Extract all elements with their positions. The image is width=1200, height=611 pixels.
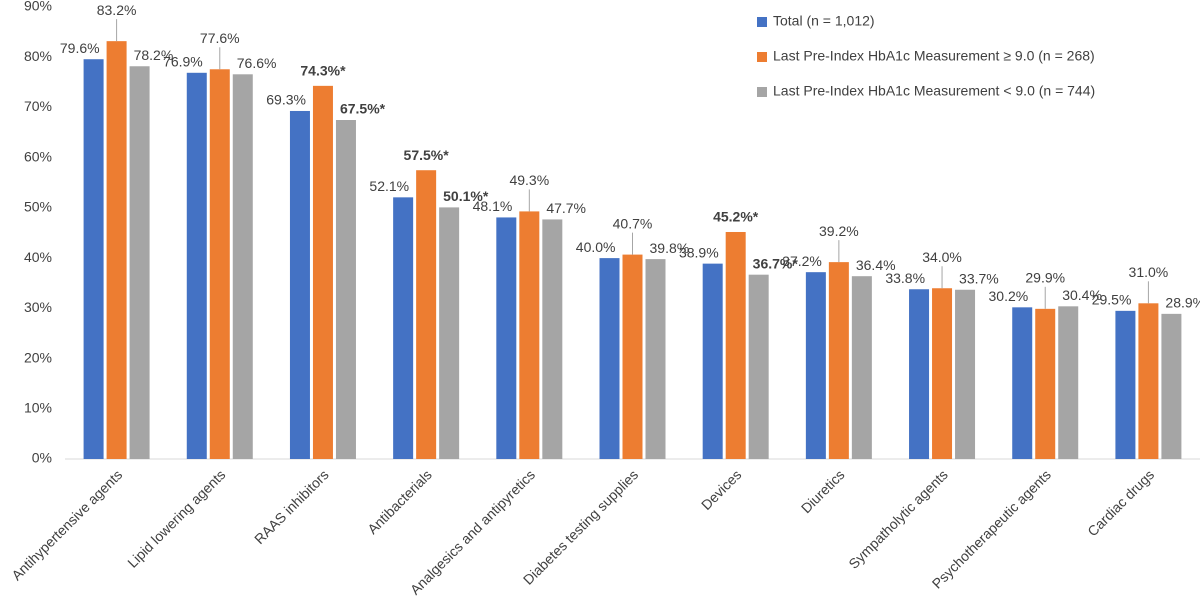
data-label: 67.5%* xyxy=(340,101,386,117)
x-tick-label: Devices xyxy=(698,466,745,513)
data-label: 39.2% xyxy=(819,223,859,239)
x-tick-label: Psychotherapeutic agents xyxy=(929,466,1054,591)
bar xyxy=(805,272,826,459)
data-label: 39.8% xyxy=(650,240,690,256)
bar xyxy=(645,259,666,459)
data-label: 52.1% xyxy=(369,178,409,194)
x-tick-label: Antihypertensive agents xyxy=(8,466,125,583)
legend-swatch xyxy=(757,17,767,27)
data-label: 77.6% xyxy=(200,30,240,46)
bar xyxy=(519,211,540,459)
data-label: 33.8% xyxy=(885,270,925,286)
x-tick-label: Diuretics xyxy=(798,466,848,516)
data-label: 57.5%* xyxy=(404,147,450,163)
data-label: 33.7% xyxy=(959,270,999,286)
data-label: 45.2%* xyxy=(713,209,759,225)
bar xyxy=(932,288,953,459)
bar xyxy=(1161,313,1182,459)
bar xyxy=(393,197,414,459)
x-tick-label: Diabetes testing supplies xyxy=(520,466,641,587)
y-tick-label: 90% xyxy=(24,0,52,14)
y-tick-label: 30% xyxy=(24,299,52,315)
legend-label: Last Pre-Index HbA1c Measurement ≥ 9.0 (… xyxy=(773,48,1095,64)
y-tick-label: 20% xyxy=(24,349,52,365)
data-label: 76.9% xyxy=(163,53,203,69)
bar xyxy=(416,170,437,459)
data-label: 74.3%* xyxy=(300,63,346,79)
bar xyxy=(1012,307,1033,459)
legend-swatch xyxy=(757,52,767,62)
data-label: 36.7%* xyxy=(753,255,799,271)
x-tick-label: RAAS inhibitors xyxy=(251,466,332,547)
data-label: 49.3% xyxy=(509,172,549,188)
y-tick-label: 70% xyxy=(24,98,52,114)
x-tick-label: Sympatholytic agents xyxy=(845,466,950,571)
bar xyxy=(1035,308,1056,459)
data-label: 78.2% xyxy=(134,47,174,63)
y-tick-label: 60% xyxy=(24,148,52,164)
bar xyxy=(186,72,207,460)
bar xyxy=(725,231,746,459)
bar xyxy=(106,41,127,459)
bar xyxy=(828,262,849,459)
bar xyxy=(748,274,769,459)
y-tick-label: 0% xyxy=(32,450,52,466)
data-label: 69.3% xyxy=(266,92,306,108)
data-label: 47.7% xyxy=(546,200,586,216)
y-tick-label: 40% xyxy=(24,249,52,265)
data-label: 36.4% xyxy=(856,257,896,273)
bar xyxy=(622,254,643,459)
data-label: 29.5% xyxy=(1092,292,1132,308)
bar xyxy=(312,85,333,460)
data-label: 83.2% xyxy=(97,2,137,18)
bar xyxy=(439,207,460,459)
bar xyxy=(702,263,723,459)
bar xyxy=(289,110,310,460)
bar xyxy=(496,217,517,459)
x-tick-label: Lipid lowering agents xyxy=(124,466,228,570)
data-label: 37.2% xyxy=(782,253,822,269)
bar xyxy=(129,66,150,460)
data-label: 40.7% xyxy=(613,215,653,231)
data-label: 30.2% xyxy=(989,288,1029,304)
bar xyxy=(955,289,976,459)
y-tick-label: 50% xyxy=(24,199,52,215)
bar xyxy=(542,219,563,459)
data-label: 34.0% xyxy=(922,249,962,265)
bar xyxy=(909,289,930,459)
y-tick-label: 10% xyxy=(24,399,52,415)
x-tick-label: Antibacterials xyxy=(364,466,435,537)
bar xyxy=(209,69,230,459)
data-label: 50.1%* xyxy=(443,188,489,204)
legend-swatch xyxy=(757,87,767,97)
data-label: 31.0% xyxy=(1129,264,1169,280)
bar xyxy=(1058,306,1079,459)
bar xyxy=(83,59,104,459)
x-tick-label: Cardiac drugs xyxy=(1084,466,1157,539)
data-label: 38.9% xyxy=(679,244,719,260)
y-tick-label: 80% xyxy=(24,48,52,64)
legend-label: Last Pre-Index HbA1c Measurement < 9.0 (… xyxy=(773,83,1095,99)
data-label: 76.6% xyxy=(237,55,277,71)
bar xyxy=(851,276,872,459)
bar xyxy=(599,258,620,459)
bar xyxy=(335,120,356,459)
data-label: 48.1% xyxy=(473,198,513,214)
data-label: 29.9% xyxy=(1025,270,1065,286)
bar xyxy=(1138,303,1159,459)
bar xyxy=(1115,310,1136,459)
data-label: 40.0% xyxy=(576,239,616,255)
bar xyxy=(232,74,253,459)
data-label: 30.4% xyxy=(1062,287,1102,303)
data-label: 28.9% xyxy=(1165,295,1200,311)
legend-label: Total (n = 1,012) xyxy=(773,13,875,29)
data-label: 79.6% xyxy=(60,40,100,56)
